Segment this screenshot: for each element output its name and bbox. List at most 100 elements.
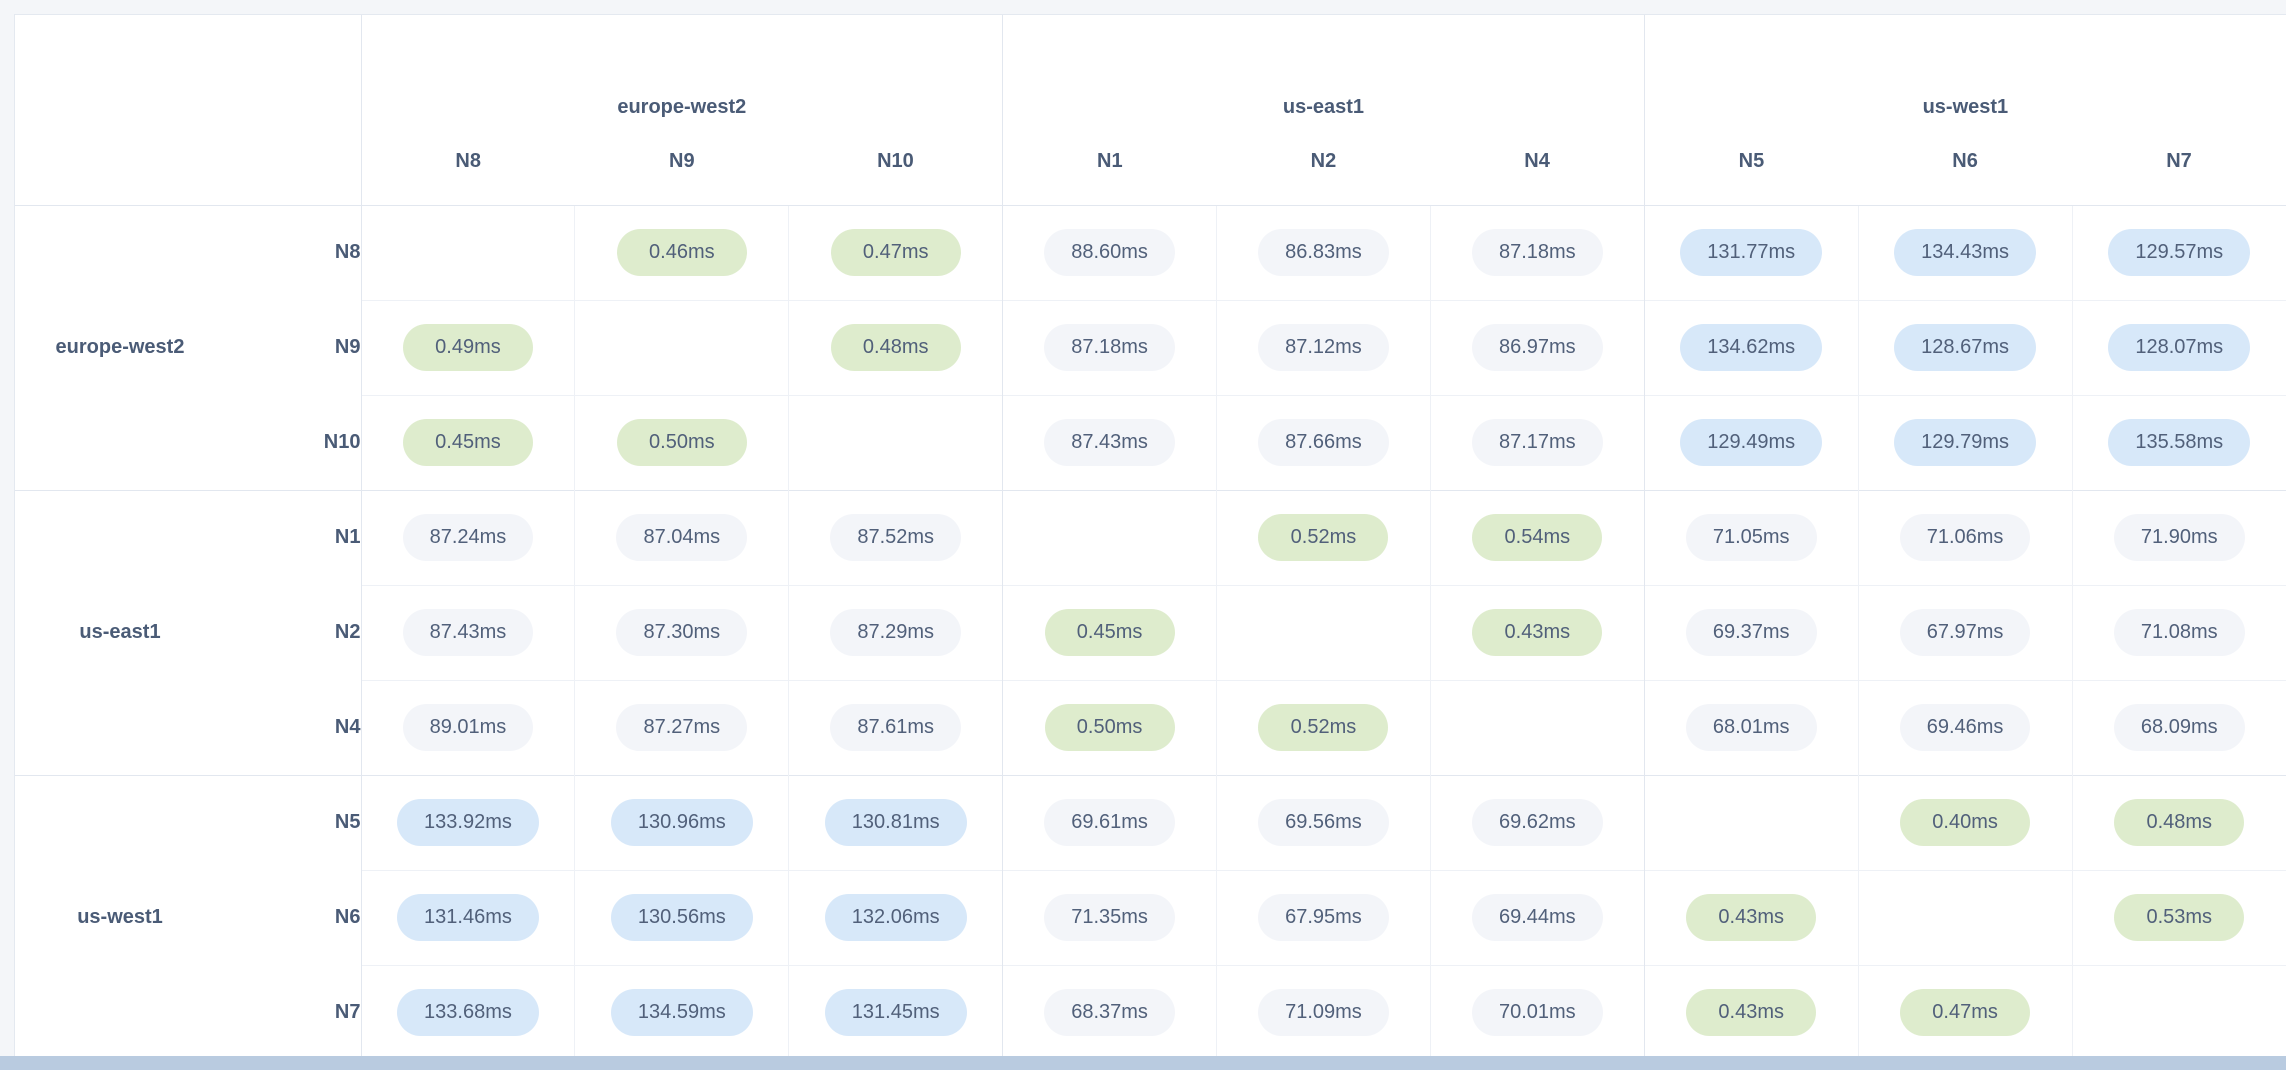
latency-pill[interactable]: 135.58ms [2108,419,2251,466]
latency-pill[interactable]: 0.48ms [2114,799,2245,846]
latency-pill[interactable]: 129.57ms [2108,229,2251,276]
latency-pill[interactable]: 0.43ms [1472,609,1603,656]
latency-pill[interactable]: 69.37ms [1685,609,1817,656]
latency-pill[interactable]: 131.46ms [397,894,539,941]
latency-pill[interactable]: 87.43ms [1044,419,1175,466]
latency-table: europe-west2 us-east1 us-west1 N8 N9 N10 N1 N2 N… [15,15,2286,1060]
latency-pill[interactable]: 88.60ms [1044,229,1175,276]
latency-pill[interactable]: 69.44ms [1471,894,1603,941]
latency-pill[interactable]: 87.29ms [830,609,962,656]
latency-pill[interactable]: 134.59ms [610,989,753,1037]
latency-pill[interactable]: 89.01ms [402,704,534,751]
latency-cell: 0.40ms [1857,774,2072,870]
latency-cell: 132.06ms [788,869,1003,965]
latency-cell: 87.43ms [360,584,575,680]
latency-pill[interactable]: 0.47ms [1900,989,2031,1037]
latency-pill[interactable]: 128.67ms [1894,324,2036,371]
latency-pill[interactable]: 131.77ms [1680,229,1823,276]
latency-cell: 128.07ms [2071,299,2286,395]
latency-pill[interactable]: 0.52ms [1258,704,1389,751]
latency-pill[interactable]: 0.40ms [1900,799,2031,846]
self-latency-empty-cell [1643,774,1859,870]
region-row-label: us-west1 [15,774,225,1060]
latency-pill[interactable]: 87.61ms [830,704,962,751]
latency-pill[interactable]: 0.43ms [1686,894,1817,941]
latency-pill[interactable]: 0.50ms [616,419,747,466]
latency-pill[interactable]: 87.30ms [616,609,748,656]
latency-cell: 0.47ms [1857,964,2072,1060]
node-column-header: N6 [1858,119,2072,206]
self-latency-empty-cell [1857,869,2072,965]
latency-pill[interactable]: 129.79ms [1894,419,2036,466]
latency-pill[interactable]: 67.95ms [1258,894,1389,941]
latency-pill[interactable]: 87.66ms [1258,419,1389,466]
latency-pill[interactable]: 0.49ms [402,324,533,371]
latency-pill[interactable]: 129.49ms [1680,419,1823,466]
latency-pill[interactable]: 0.45ms [402,419,533,466]
latency-pill[interactable]: 68.01ms [1685,704,1817,751]
matrix-body: europe-west2 N8 0.46ms 0.47ms 88.60ms 86.83ms… [15,204,2286,1060]
latency-pill[interactable]: 130.56ms [610,894,753,941]
latency-pill[interactable]: 86.83ms [1258,229,1389,276]
latency-pill[interactable]: 87.18ms [1044,324,1175,371]
latency-pill[interactable]: 87.04ms [616,514,748,561]
latency-pill[interactable]: 69.62ms [1471,799,1603,846]
latency-pill[interactable]: 71.05ms [1685,514,1817,561]
latency-cell: 0.49ms [360,299,575,395]
latency-pill[interactable]: 87.43ms [402,609,534,656]
latency-cell: 89.01ms [360,679,575,775]
latency-pill[interactable]: 68.09ms [2113,704,2245,751]
latency-pill[interactable]: 0.48ms [830,324,961,371]
latency-pill[interactable]: 87.17ms [1471,419,1603,466]
latency-pill[interactable]: 133.68ms [397,989,539,1037]
latency-cell: 87.27ms [574,679,789,775]
latency-pill[interactable]: 87.52ms [830,514,962,561]
latency-pill[interactable]: 70.01ms [1471,989,1603,1037]
latency-pill[interactable]: 133.92ms [397,799,539,846]
latency-pill[interactable]: 128.07ms [2108,324,2251,371]
latency-pill[interactable]: 130.96ms [610,799,753,846]
latency-pill[interactable]: 0.46ms [616,229,747,276]
latency-cell: 86.83ms [1216,204,1431,300]
latency-pill[interactable]: 0.50ms [1044,704,1175,751]
horizontal-scrollbar[interactable] [0,1056,2286,1070]
latency-cell: 69.46ms [1857,679,2072,775]
latency-pill[interactable]: 71.06ms [1899,514,2031,561]
self-latency-empty-cell [2071,964,2286,1060]
latency-pill[interactable]: 87.18ms [1471,229,1603,276]
latency-pill[interactable]: 71.09ms [1258,989,1389,1037]
node-row-label: N2 [334,621,361,643]
matrix-header: europe-west2 us-east1 us-west1 N8 N9 N10 N1 N2 N… [15,15,2286,206]
latency-pill[interactable]: 87.27ms [616,704,748,751]
latency-pill[interactable]: 67.97ms [1899,609,2031,656]
latency-pill[interactable]: 0.53ms [2114,894,2245,941]
latency-pill[interactable]: 130.81ms [824,799,967,846]
latency-pill[interactable]: 69.61ms [1044,799,1175,846]
latency-pill[interactable]: 132.06ms [824,894,967,941]
latency-cell: 87.29ms [788,584,1003,680]
latency-pill[interactable]: 0.45ms [1044,609,1175,656]
latency-cell: 87.43ms [1002,394,1217,490]
latency-pill[interactable]: 131.45ms [824,989,967,1037]
table-row: N6 131.46ms 130.56ms 132.06ms 71.35ms 67.95ms… [15,869,2286,965]
table-row: N2 87.43ms 87.30ms 87.29ms 0.45ms 0.43ms 69.37… [15,584,2286,680]
latency-pill[interactable]: 86.97ms [1471,324,1603,371]
latency-pill[interactable]: 0.43ms [1686,989,1817,1037]
latency-cell: 133.68ms [360,964,575,1060]
latency-pill[interactable]: 134.62ms [1680,324,1823,371]
latency-pill[interactable]: 71.90ms [2113,514,2245,561]
latency-cell: 0.53ms [2071,869,2286,965]
latency-pill[interactable]: 134.43ms [1894,229,2036,276]
latency-pill[interactable]: 69.56ms [1258,799,1389,846]
latency-pill[interactable]: 68.37ms [1044,989,1175,1037]
latency-pill[interactable]: 0.52ms [1258,514,1389,561]
latency-pill[interactable]: 87.24ms [402,514,534,561]
latency-pill[interactable]: 0.54ms [1472,514,1603,561]
latency-pill[interactable]: 87.12ms [1258,324,1389,371]
latency-pill[interactable]: 69.46ms [1899,704,2031,751]
node-row-label: N6 [334,906,361,928]
latency-pill[interactable]: 0.47ms [830,229,961,276]
latency-pill[interactable]: 71.35ms [1044,894,1175,941]
latency-pill[interactable]: 71.08ms [2113,609,2245,656]
